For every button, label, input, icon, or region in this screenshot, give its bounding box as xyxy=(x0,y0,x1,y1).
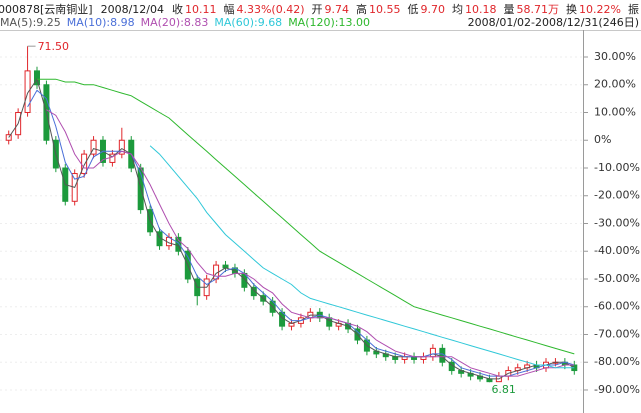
field-value: 10.55 xyxy=(369,3,401,16)
field-label: 开 xyxy=(312,3,323,16)
y-tick-label: -90.00% xyxy=(594,383,640,396)
field-label: 收 xyxy=(172,2,183,16)
ma-line xyxy=(37,78,575,355)
candle-body xyxy=(33,70,40,86)
candle-body xyxy=(109,153,116,163)
field-label: 高 xyxy=(356,2,367,16)
field-label: 量 xyxy=(504,3,515,16)
ma-legend: MA(20):8.83 xyxy=(141,16,209,29)
field-label: 振 xyxy=(628,2,639,16)
ma-line xyxy=(149,145,575,369)
candle-body xyxy=(175,236,182,252)
field-value: 4.33%(0.42) xyxy=(236,3,304,16)
low-annotation: 6.81 xyxy=(491,383,516,396)
ma-legend: MA(5):9.25 xyxy=(0,16,61,29)
y-tick-label: -20.00% xyxy=(594,189,640,202)
field-label: 换 xyxy=(566,2,577,16)
ma-line xyxy=(27,89,575,377)
y-tick-label: -40.00% xyxy=(594,244,640,257)
y-tick-label: -80.00% xyxy=(594,355,640,368)
y-tick-label: -50.00% xyxy=(594,272,640,285)
field-value: 10.22% xyxy=(579,3,621,16)
field-value: 9.74 xyxy=(325,3,350,16)
field-label: 均 xyxy=(452,3,463,16)
field-label: 幅 xyxy=(223,3,234,16)
field-value: 10.18 xyxy=(465,3,497,16)
candle-body xyxy=(24,70,31,113)
date-range: 2008/01/02-2008/12/31(246日) xyxy=(468,16,639,29)
candle-body xyxy=(429,347,436,358)
y-tick-label: 10.00% xyxy=(594,105,636,118)
y-tick-label: -10.00% xyxy=(594,161,640,174)
ma-legend: MA(60):9.68 xyxy=(214,16,282,29)
stock-code: 000878[云南铜业] xyxy=(0,2,93,16)
field-value: 10.11 xyxy=(185,3,217,16)
y-tick-label: 30.00% xyxy=(594,50,636,63)
y-tick-label: 0% xyxy=(594,133,611,146)
ma-legend: MA(120):13.00 xyxy=(288,16,370,29)
y-tick-label: -70.00% xyxy=(594,327,640,340)
field-label: 低 xyxy=(408,3,419,16)
candle-body xyxy=(81,153,88,175)
y-tick-label: -60.00% xyxy=(594,300,640,313)
ma-legend: MA(10):8.98 xyxy=(67,16,135,29)
field-value: 58.71万 xyxy=(517,3,560,16)
candle-body xyxy=(90,139,97,155)
y-tick-label: -30.00% xyxy=(594,216,640,229)
ma-line xyxy=(46,109,575,377)
candle-body xyxy=(118,139,125,155)
field-value: 9.70 xyxy=(421,3,446,16)
high-annotation: 71.50 xyxy=(38,40,70,53)
quote-date: 2008/12/04 xyxy=(101,3,164,16)
ma-line xyxy=(8,78,575,380)
candle-body xyxy=(250,286,257,297)
y-tick-label: 20.00% xyxy=(594,78,636,91)
